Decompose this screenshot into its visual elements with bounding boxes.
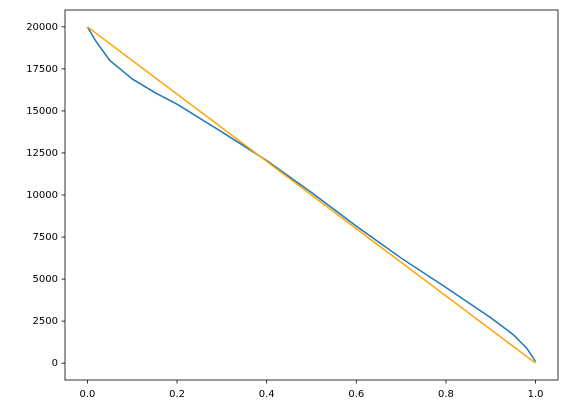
y-tick-label: 0 (52, 358, 58, 369)
line-series (86, 26, 537, 362)
x-tick-label: 1.0 (528, 389, 544, 400)
y-tick-label: 7500 (33, 232, 58, 243)
y-tick-label: 10000 (26, 190, 58, 201)
x-tick-label: 0.8 (438, 389, 454, 400)
line-series (86, 26, 537, 364)
y-tick-label: 20000 (26, 22, 58, 33)
y-tick-label: 12500 (26, 148, 58, 159)
y-tick-label: 17500 (26, 64, 58, 75)
x-tick-label: 0.0 (79, 389, 95, 400)
x-tick-label: 0.4 (259, 389, 275, 400)
y-tick-label: 5000 (33, 274, 58, 285)
x-tick-label: 0.2 (169, 389, 185, 400)
x-tick-label: 0.6 (348, 389, 364, 400)
y-tick-label: 2500 (33, 316, 58, 327)
y-tick-label: 15000 (26, 106, 58, 117)
